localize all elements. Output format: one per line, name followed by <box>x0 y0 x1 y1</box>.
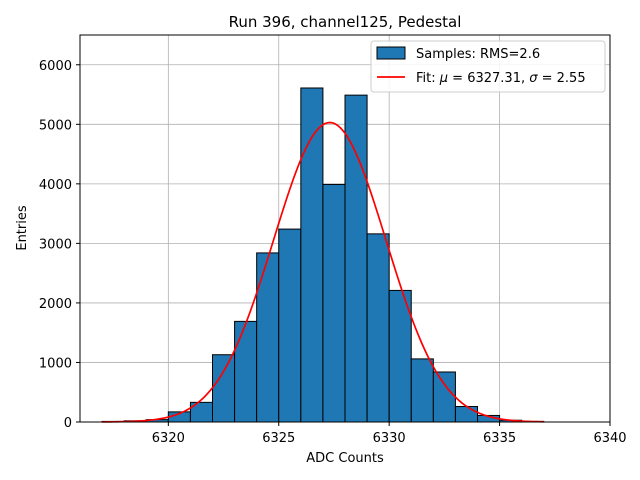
histogram-bar <box>344 94 368 423</box>
y-tick-label: 6000 <box>39 59 72 74</box>
fit-curve <box>102 121 544 423</box>
histogram-bar <box>256 252 280 423</box>
x-axis-label: ADC Counts <box>306 451 384 466</box>
histogram-bar <box>366 233 390 423</box>
y-tick-label: 2000 <box>39 297 72 312</box>
x-tick-label: 6325 <box>262 431 295 446</box>
legend: Samples: RMS=2.6 Fit: μ = 6327.31, σ = 2… <box>370 40 606 93</box>
y-tick-label: 5000 <box>39 118 72 133</box>
x-tick-label: 6335 <box>483 431 516 446</box>
axes-frame <box>79 34 611 423</box>
x-tick-label: 6340 <box>593 431 626 446</box>
y-tick-label: 1000 <box>39 356 72 371</box>
legend-fit-label: Fit: μ = 6327.31, σ = 2.55 <box>416 71 586 86</box>
legend-frame <box>370 40 606 93</box>
y-tick-label: 0 <box>64 416 72 431</box>
plot-area: 6320 6325 6330 6335 6340 0 1000 2000 3000 4000 500… <box>39 34 627 446</box>
histogram-bar <box>234 320 258 423</box>
legend-histogram-swatch <box>376 46 406 60</box>
histogram-bar <box>322 183 346 423</box>
histogram-bar <box>432 371 456 423</box>
histogram-bar <box>278 228 302 423</box>
histogram-bar <box>212 354 236 423</box>
y-tick-label: 4000 <box>39 178 72 193</box>
x-tick-label: 6330 <box>373 431 406 446</box>
histogram-bar <box>410 358 434 423</box>
y-tick-label: 3000 <box>39 237 72 252</box>
histogram-bar <box>454 406 478 423</box>
x-tick-label: 6320 <box>152 431 185 446</box>
chart-title: Run 396, channel125, Pedestal <box>229 13 462 31</box>
y-axis-label: Entries <box>15 205 30 251</box>
legend-histogram-label: Samples: RMS=2.6 <box>416 47 540 62</box>
